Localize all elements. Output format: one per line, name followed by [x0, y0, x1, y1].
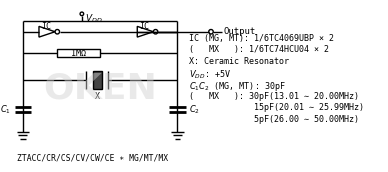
Text: IC: IC — [139, 22, 149, 31]
Text: IC (MG, MT): 1/6TC4069UBP × 2: IC (MG, MT): 1/6TC4069UBP × 2 — [189, 34, 334, 42]
Text: 1MΩ: 1MΩ — [71, 49, 86, 58]
Text: X: X — [95, 92, 100, 101]
Text: Output: Output — [224, 27, 256, 36]
Text: (   MX   ): 30pF(13.01 ∼ 20.00MHz): ( MX ): 30pF(13.01 ∼ 20.00MHz) — [189, 92, 359, 101]
Text: $C_2$: $C_2$ — [189, 103, 200, 116]
Text: $C_1$: $C_1$ — [0, 103, 11, 116]
Text: (   MX   ): 1/6TC74HCU04 × 2: ( MX ): 1/6TC74HCU04 × 2 — [189, 45, 329, 54]
Text: 15pF(20.01 ∼ 25.99MHz): 15pF(20.01 ∼ 25.99MHz) — [189, 103, 364, 112]
Text: 5pF(26.00 ∼ 50.00MHz): 5pF(26.00 ∼ 50.00MHz) — [189, 115, 359, 124]
Text: $C_1C_2$ (MG, MT): 30pF: $C_1C_2$ (MG, MT): 30pF — [189, 80, 286, 93]
Text: ZTACC/CR/CS/CV/CW/CE ∗ MG/MT/MX: ZTACC/CR/CS/CV/CW/CE ∗ MG/MT/MX — [17, 153, 168, 162]
Text: IC: IC — [41, 22, 51, 31]
Text: OKEN: OKEN — [43, 72, 157, 106]
Text: X: Ceramic Resonator: X: Ceramic Resonator — [189, 57, 289, 66]
Bar — [93, 71, 102, 89]
Bar — [57, 49, 100, 57]
Text: $V_{DD}$: +5V: $V_{DD}$: +5V — [189, 68, 231, 81]
Text: $V_{DD}$: $V_{DD}$ — [85, 12, 102, 25]
